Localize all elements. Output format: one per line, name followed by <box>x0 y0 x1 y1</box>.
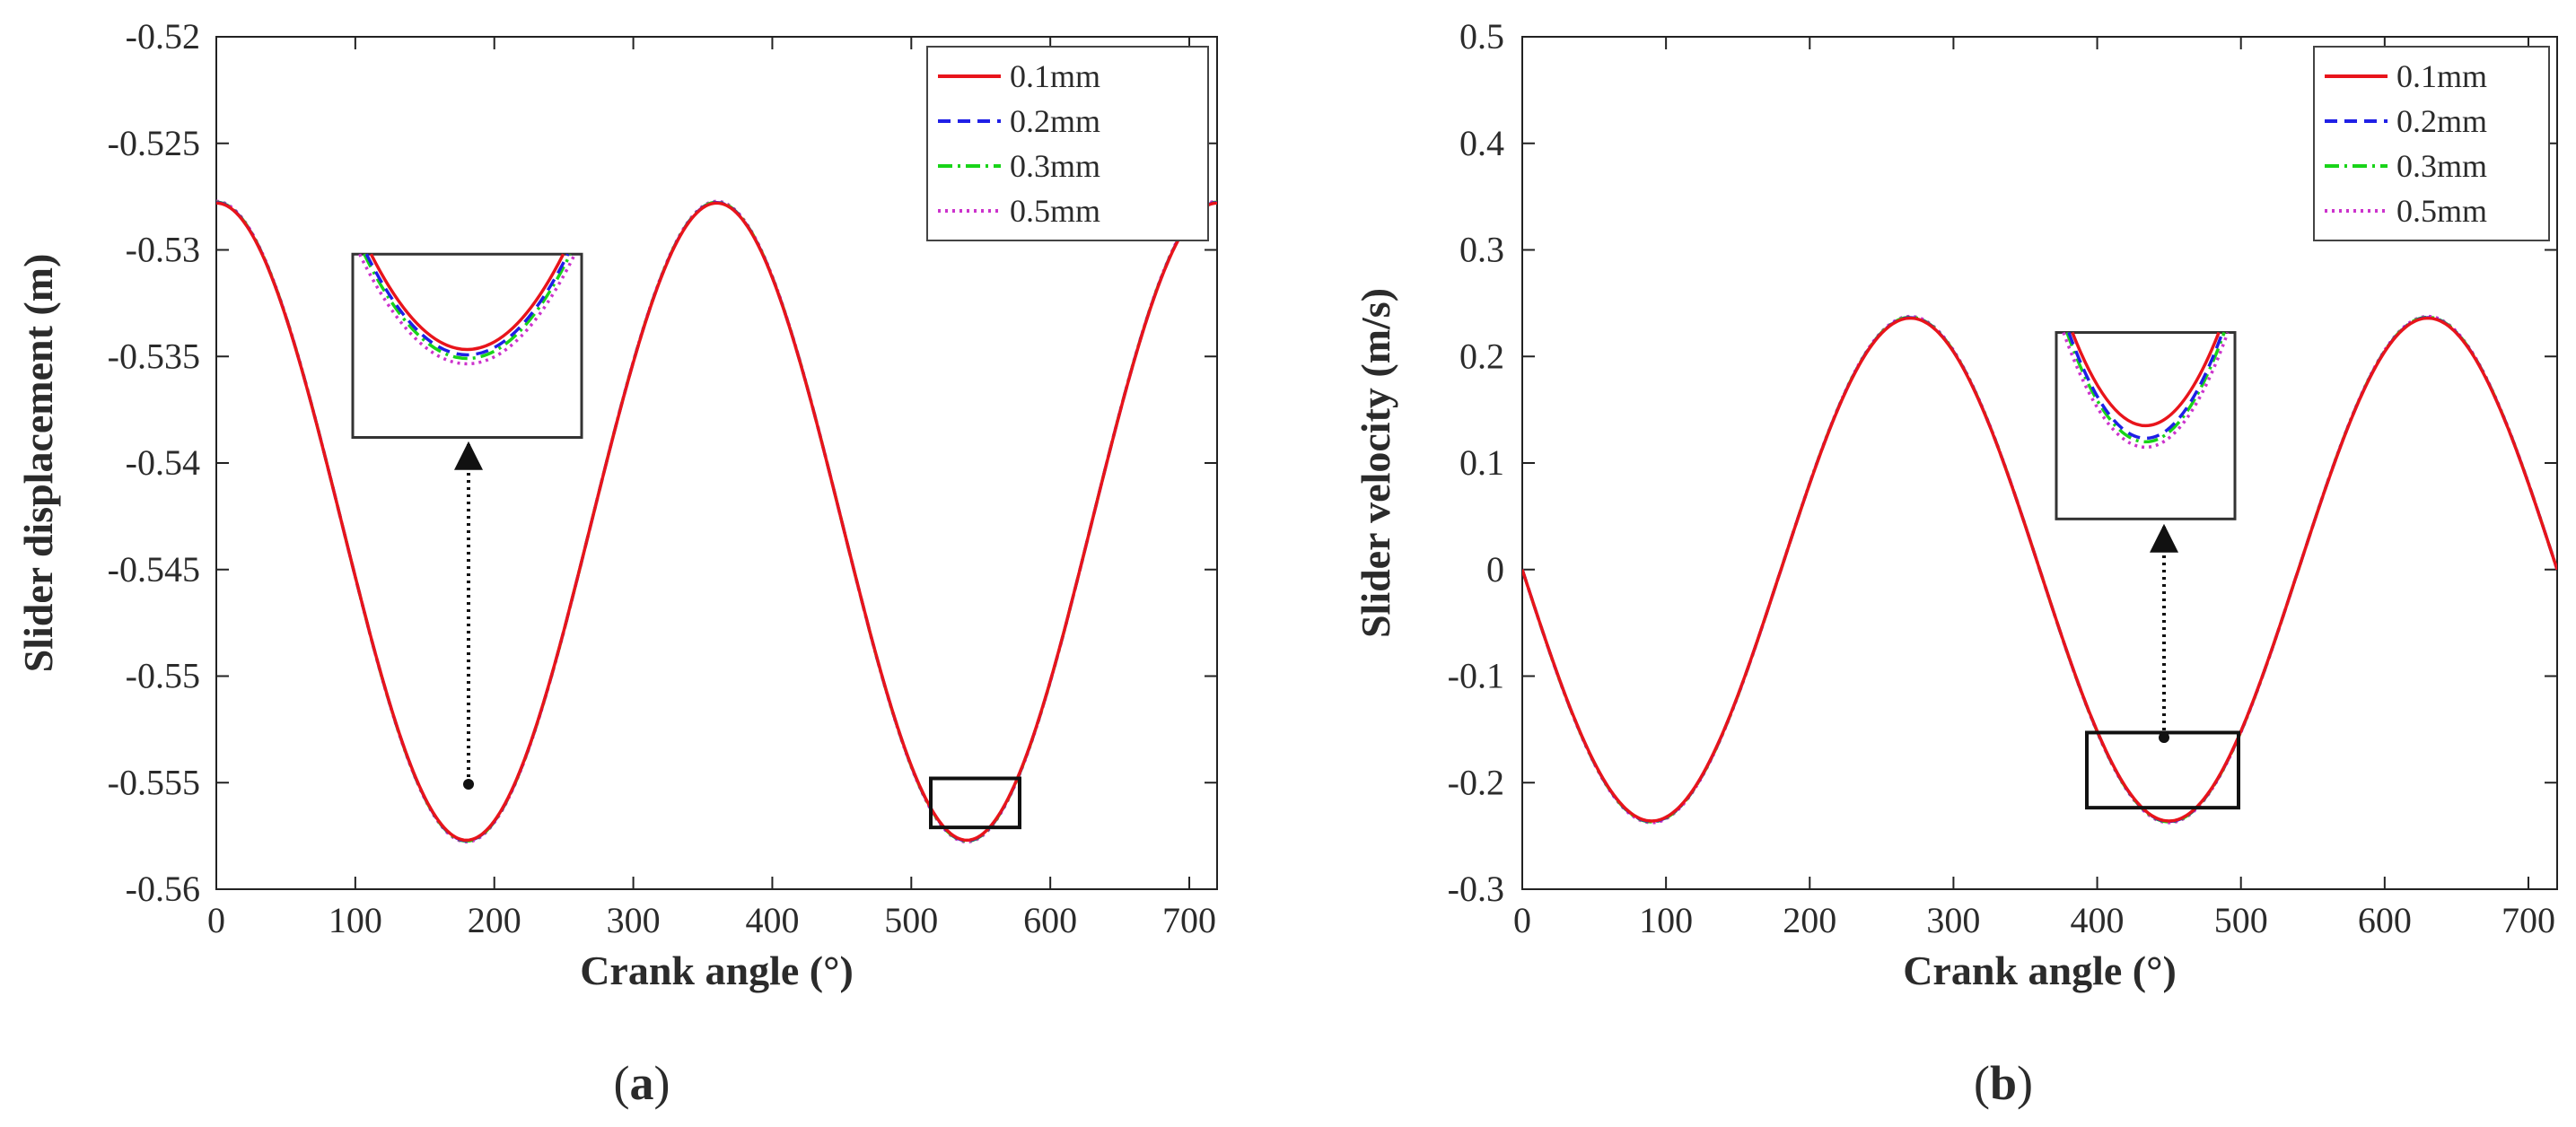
x-axis-title: Crank angle (°) <box>1903 948 2177 993</box>
y-tick-label: 0.5 <box>1459 16 1504 57</box>
x-tick-label: 200 <box>468 900 521 940</box>
x-tick-label: 100 <box>329 900 382 940</box>
legend-label: 0.5mm <box>1010 193 1100 229</box>
y-tick-label: -0.525 <box>108 123 200 163</box>
inset-series-group <box>2062 331 2230 449</box>
y-tick-label: 0.4 <box>1459 123 1504 163</box>
series-group <box>1522 314 2557 825</box>
y-tick-label: 0.2 <box>1459 336 1504 376</box>
y-tick-label: -0.53 <box>126 230 200 270</box>
y-tick-label: -0.56 <box>126 869 200 909</box>
x-tick-label: 600 <box>2358 900 2412 940</box>
y-tick-label: -0.545 <box>108 549 200 590</box>
inset-line-0.2mm <box>2067 331 2224 441</box>
x-tick-label: 400 <box>2071 900 2125 940</box>
inset-series-group <box>358 253 576 366</box>
x-tick-label: 0 <box>207 900 225 940</box>
y-tick-label: -0.1 <box>1448 656 1504 696</box>
legend-label: 0.2mm <box>1010 103 1100 139</box>
y-tick-label: -0.52 <box>126 16 200 57</box>
y-tick-label: -0.54 <box>126 442 200 483</box>
zoom-inset-box <box>351 252 583 439</box>
caption-open-paren: ( <box>614 1056 630 1110</box>
panel-caption: (a) <box>614 1056 670 1110</box>
series-line-0.1mm <box>1522 316 2557 823</box>
caption-close-paren: ) <box>2017 1056 2033 1110</box>
legend: 0.1mm 0.2mm 0.3mm 0.5mm <box>2313 46 2550 241</box>
zoom-arrow-origin <box>2159 732 2169 743</box>
caption-letter: b <box>1990 1056 2017 1110</box>
y-axis-title: Slider velocity (m/s) <box>1353 288 1398 638</box>
legend-label: 0.3mm <box>1010 148 1100 184</box>
legend-box <box>2313 46 2550 241</box>
legend: 0.1mm 0.2mm 0.3mm 0.5mm <box>926 46 1209 241</box>
x-tick-label: 300 <box>1926 900 1980 940</box>
panel-a: 0 100 200 300 400 500 600 700 -0.56 -0.555 -0.55 -0… <box>15 16 1218 1110</box>
panel-b: 0 100 200 300 400 500 600 700 -0.3 -0.2 -0.1 0 0.1 0.… <box>1353 16 2558 1110</box>
x-tick-label: 100 <box>1639 900 1693 940</box>
inset-line-0.2mm <box>364 253 570 356</box>
inset-line-0.3mm <box>2065 331 2226 443</box>
inset-line-0.1mm <box>369 253 565 352</box>
x-tick-label: 200 <box>1783 900 1836 940</box>
x-tick-label: 400 <box>745 900 799 940</box>
y-tick-label: -0.535 <box>108 336 200 376</box>
series-line-0.1mm <box>216 201 1217 843</box>
panel-caption: (b) <box>1974 1056 2033 1110</box>
legend-label: 0.2mm <box>2396 103 2487 139</box>
legend-label: 0.1mm <box>1010 58 1100 94</box>
inset-line-0.5mm <box>358 253 576 366</box>
inset-line-0.3mm <box>363 253 572 360</box>
x-tick-label: 300 <box>607 900 661 940</box>
x-tick-label: 0 <box>1513 900 1531 940</box>
x-tick-label: 700 <box>2502 900 2555 940</box>
y-tick-label: -0.55 <box>126 656 200 696</box>
zoom-region-box <box>2085 730 2240 810</box>
zoom-region-box <box>929 776 1021 830</box>
legend-box <box>926 46 1209 241</box>
caption-letter: a <box>630 1056 654 1110</box>
legend-label: 0.1mm <box>2396 58 2487 94</box>
x-axis-title: Crank angle (°) <box>580 948 854 993</box>
legend-label: 0.5mm <box>2396 193 2487 229</box>
series-group <box>216 199 1217 844</box>
inset-line-0.1mm <box>2071 331 2221 427</box>
x-tick-label: 500 <box>2214 900 2268 940</box>
zoom-arrow-origin <box>463 779 474 790</box>
x-tick-label: 500 <box>884 900 938 940</box>
y-tick-label: -0.3 <box>1448 869 1504 909</box>
legend-label: 0.3mm <box>2396 148 2487 184</box>
y-tick-label: -0.555 <box>108 762 200 802</box>
caption-close-paren: ) <box>654 1056 670 1110</box>
y-axis-title: Slider displacement (m) <box>15 254 61 673</box>
y-tick-label: 0 <box>1486 549 1504 590</box>
inset-line-0.5mm <box>2062 331 2230 449</box>
caption-open-paren: ( <box>1974 1056 1990 1110</box>
y-tick-label: 0.3 <box>1459 230 1504 270</box>
y-tick-label: 0.1 <box>1459 442 1504 483</box>
y-tick-label: -0.2 <box>1448 762 1504 802</box>
x-tick-label: 700 <box>1162 900 1216 940</box>
x-tick-label: 600 <box>1023 900 1077 940</box>
